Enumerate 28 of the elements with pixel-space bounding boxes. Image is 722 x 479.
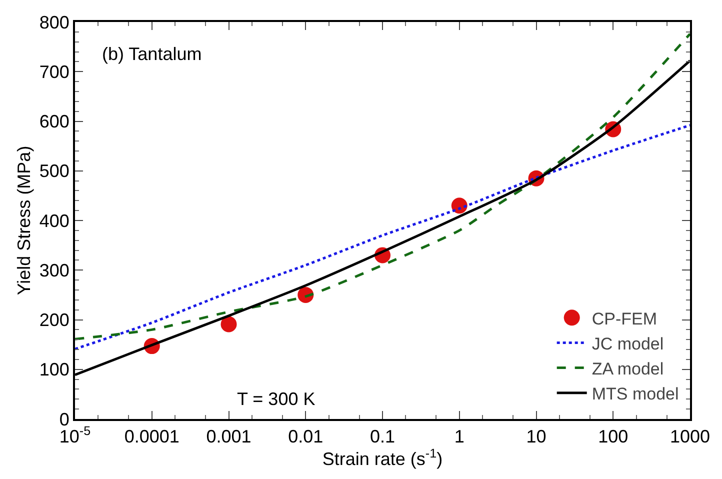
y-tick-label: 600 — [39, 112, 70, 132]
y-tick-label: 300 — [39, 260, 70, 280]
annotation: T = 300 K — [237, 389, 316, 409]
legend-label: JC model — [592, 334, 664, 354]
y-tick-label: 100 — [39, 360, 70, 380]
x-tick-label: 100 — [598, 426, 628, 447]
x-tick-label: 0.0001 — [124, 426, 180, 447]
y-tick-label: 700 — [39, 62, 70, 82]
y-tick-label: 800 — [39, 12, 70, 32]
x-tick-label: 0.001 — [206, 426, 252, 447]
y-axis-title: Yield Stress (MPa) — [14, 146, 34, 296]
x-tick-label: 1000 — [670, 426, 710, 447]
y-tick-label: 500 — [39, 161, 70, 182]
point — [451, 198, 468, 214]
y-tick-label: 0 — [59, 409, 70, 430]
y-tick-label: 400 — [39, 210, 70, 231]
x-axis-title: Strain rate (s$^{-1}$) — [322, 446, 443, 470]
x-tick-label: 10 — [526, 426, 546, 447]
legend-label: CP-FEM — [592, 309, 658, 328]
point — [220, 316, 237, 332]
x-tick-label: 0.1 — [370, 426, 396, 447]
legend-label: MTS model — [592, 384, 679, 404]
x-tick-label: 0.01 — [288, 426, 324, 447]
y-tick-label: 200 — [39, 310, 70, 330]
line-series — [75, 124, 690, 350]
legend-label: ZA model — [592, 359, 664, 378]
x-tick-label: 1 — [454, 426, 464, 447]
annotation: (b) Tantalum — [102, 44, 202, 64]
